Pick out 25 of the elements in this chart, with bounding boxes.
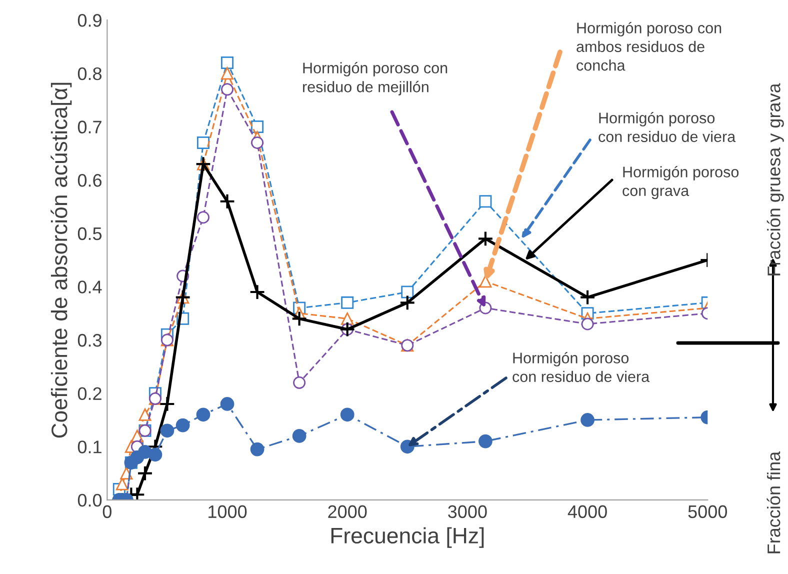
annotation: Hormigón poroso con residuo de viera [512, 352, 650, 382]
annotation: Hormigón poroso con grava [622, 166, 739, 200]
x-tick-label: 1000 [208, 505, 247, 518]
y-tick-label: 0.0 [78, 494, 102, 507]
annotation: Hormigón poroso con ambos residuos de concha [576, 22, 722, 71]
text: Fracción fina [766, 451, 780, 554]
text: Fracción gruesa y grava [766, 83, 784, 276]
annotation: Hormigón poroso con residuo de mejillón [303, 62, 448, 96]
y-tick-label: 0.5 [78, 227, 102, 240]
y-tick-label: 0.2 [78, 387, 102, 400]
x-tick-label: 0 [102, 505, 112, 518]
y-tick-label: 0.3 [78, 334, 102, 347]
annotation: Hormigón poroso con residuo de viera [598, 112, 736, 142]
y-axis-title: Coeficiente de absorción acústica[α] [50, 82, 72, 438]
x-axis-title: Frecuencia [Hz] [331, 527, 484, 548]
x-tick-label: 3000 [448, 505, 487, 518]
y-tick-label: 0.7 [78, 120, 102, 134]
y-tick-label: 0.4 [78, 280, 102, 294]
y-tick-label: 0.8 [78, 67, 102, 80]
y-tick-label: 0.9 [78, 14, 102, 27]
x-tick-label: 4000 [568, 505, 607, 518]
x-tick-label: 2000 [328, 505, 367, 518]
x-tick-label: 5000 [688, 505, 728, 518]
y-tick-label: 0.1 [78, 440, 102, 454]
y-tick-label: 0.6 [78, 174, 102, 187]
